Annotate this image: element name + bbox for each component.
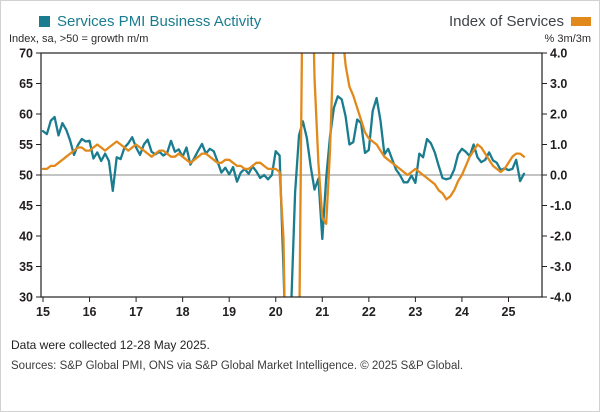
services-legend-label: Index of Services <box>448 13 564 30</box>
y-right-tick-label: -2.0 <box>550 229 572 243</box>
x-tick-label: 17 <box>129 305 143 319</box>
right-axis-caption: % 3m/3m <box>544 33 591 45</box>
y-left-tick-label: 30 <box>19 290 33 304</box>
x-tick-label: 16 <box>83 305 97 319</box>
y-right-tick-label: -1.0 <box>550 199 572 213</box>
collection-note: Data were collected 12-28 May 2025. <box>11 338 210 352</box>
y-left-tick-label: 70 <box>19 47 33 60</box>
y-right-tick-label: -3.0 <box>550 260 572 274</box>
services-legend-swatch-icon <box>571 17 591 26</box>
x-tick-label: 25 <box>502 305 516 319</box>
legend-services: Index of Services <box>449 13 591 30</box>
x-tick-label: 24 <box>455 305 469 319</box>
y-left-tick-label: 50 <box>19 168 33 182</box>
x-tick-label: 19 <box>222 305 236 319</box>
x-tick-label: 18 <box>176 305 190 319</box>
x-tick-label: 23 <box>408 305 422 319</box>
y-left-tick-label: 40 <box>19 229 33 243</box>
services-line <box>41 53 526 297</box>
y-right-tick-label: 3.0 <box>550 77 567 91</box>
y-right-tick-label: -4.0 <box>550 290 572 304</box>
sources-note: Sources: S&P Global PMI, ONS via S&P Glo… <box>11 360 464 372</box>
y-right-tick-label: 0.0 <box>550 168 567 182</box>
chart-header: Services PMI Business Activity Index of … <box>1 1 599 30</box>
x-tick-label: 20 <box>269 305 283 319</box>
y-left-tick-label: 60 <box>19 107 33 121</box>
axis-captions: Index, sa, >50 = growth m/m % 3m/3m <box>1 30 599 45</box>
y-left-tick-label: 55 <box>19 138 33 152</box>
y-left-tick-label: 45 <box>19 199 33 213</box>
left-axis-caption: Index, sa, >50 = growth m/m <box>9 33 149 45</box>
y-left-tick-label: 35 <box>19 260 33 274</box>
x-tick-label: 22 <box>362 305 376 319</box>
x-tick-label: 21 <box>315 305 329 319</box>
line-chart-canvas: 70 65 60 55 50 45 40 35 30 4.0 3.0 2.0 1.0 0.0 -1.0 -2.… <box>19 47 572 319</box>
plot-border <box>40 52 543 298</box>
y-right-tick-label: 4.0 <box>550 47 567 60</box>
y-right-tick-label: 2.0 <box>550 107 567 121</box>
pmi-legend-label: Services PMI Business Activity <box>57 13 262 30</box>
y-left-tick-label: 65 <box>19 77 33 91</box>
legend-pmi: Services PMI Business Activity <box>39 13 261 30</box>
x-tick-label: 15 <box>36 305 50 319</box>
pmi-legend-swatch-icon <box>39 16 50 27</box>
y-right-tick-label: 1.0 <box>550 138 567 152</box>
